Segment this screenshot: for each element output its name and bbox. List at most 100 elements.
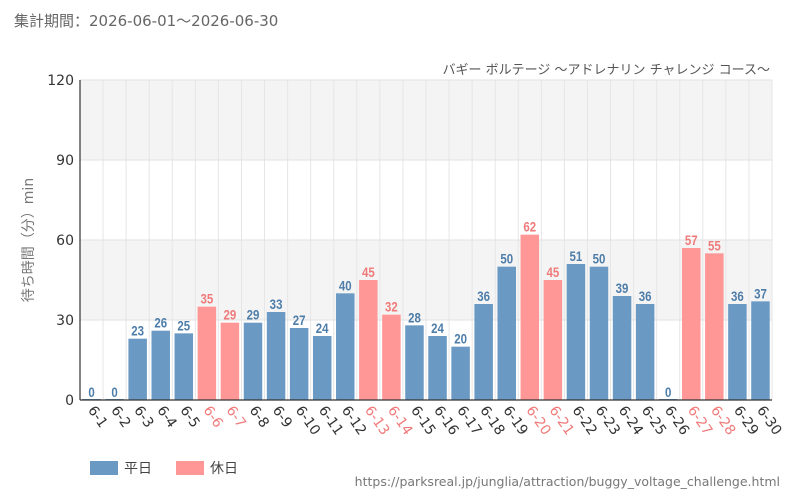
bar <box>289 328 309 400</box>
data-label: 29 <box>247 307 260 323</box>
data-label: 32 <box>385 299 398 315</box>
x-tick-label: 6-4 <box>153 403 179 431</box>
data-label: 37 <box>754 285 767 301</box>
x-tick-label: 6-18 <box>476 403 507 438</box>
data-label: 50 <box>500 251 513 267</box>
data-label: 39 <box>616 280 629 296</box>
x-tick-label: 6-29 <box>730 403 761 438</box>
x-tick-label: 6-22 <box>569 403 600 438</box>
data-label: 24 <box>431 320 445 336</box>
data-label: 45 <box>546 264 559 280</box>
x-tick-label: 6-5 <box>177 403 203 431</box>
bar <box>589 266 609 400</box>
bar <box>566 264 586 400</box>
x-tick-label: 6-6 <box>200 403 226 431</box>
bar <box>266 312 286 400</box>
bar <box>428 336 447 400</box>
data-labels: 0 0 23 26 25 35 29 29 33 27 24 40 45 32 28 24 20 36 50 62 45… <box>88 219 767 401</box>
data-label: 55 <box>708 237 721 253</box>
data-label: 33 <box>270 296 283 312</box>
x-tick-label: 6-10 <box>292 403 323 438</box>
x-tick-label: 6-26 <box>661 403 692 438</box>
x-tick-label: 6-7 <box>223 403 249 431</box>
data-label: 51 <box>570 248 583 264</box>
period-label: 集計期間：2026-06-01～2026-06-30 <box>14 12 279 30</box>
x-tick-label: 6-21 <box>546 403 577 438</box>
bar <box>728 304 747 400</box>
y-axis-label: 待ち時間（分）min <box>21 178 37 302</box>
data-label: 62 <box>523 219 536 235</box>
bar <box>405 325 424 400</box>
data-label: 50 <box>593 251 606 267</box>
y-tick-label: 120 <box>47 73 74 89</box>
data-label: 26 <box>154 315 167 331</box>
data-label: 24 <box>316 320 330 336</box>
data-label: 36 <box>477 288 490 304</box>
bars <box>82 234 770 400</box>
y-axis-ticks: 0 30 60 90 120 <box>47 73 74 409</box>
x-tick-label: 6-11 <box>315 403 346 438</box>
x-tick-label: 6-13 <box>361 403 392 438</box>
bar <box>220 322 240 400</box>
y-tick-label: 60 <box>56 233 74 249</box>
data-label: 25 <box>177 317 190 333</box>
x-tick-label: 6-20 <box>523 403 554 438</box>
axes <box>79 80 772 401</box>
data-label: 45 <box>362 264 375 280</box>
data-label: 27 <box>293 312 306 328</box>
data-label: 29 <box>224 307 237 323</box>
bar <box>151 330 170 400</box>
data-label: 20 <box>454 331 467 347</box>
bar <box>174 333 194 400</box>
x-tick-label: 6-9 <box>269 403 295 431</box>
data-label: 0 <box>665 384 671 400</box>
legend-label-holiday: 休日 <box>210 461 238 477</box>
x-tick-label: 6-12 <box>338 403 369 438</box>
bar <box>635 304 655 400</box>
x-tick-label: 6-17 <box>453 403 484 438</box>
data-label: 35 <box>200 291 213 307</box>
data-label: 0 <box>88 384 94 400</box>
bar <box>682 248 701 400</box>
bar <box>382 314 401 400</box>
x-tick-label: 6-30 <box>753 403 784 438</box>
data-label: 40 <box>339 277 352 293</box>
x-axis-ticks: 6-16-26-36-46-56-66-76-86-96-106-116-126… <box>84 403 784 438</box>
y-tick-label: 30 <box>56 313 74 329</box>
bar <box>751 301 770 400</box>
bar <box>520 234 540 400</box>
data-label: 0 <box>111 384 117 400</box>
x-tick-label: 6-27 <box>684 403 715 438</box>
bar <box>128 338 147 400</box>
data-label: 36 <box>731 288 744 304</box>
legend-holiday: 休日 <box>176 458 238 478</box>
bar <box>451 346 470 400</box>
bar <box>312 336 332 400</box>
x-tick-label: 6-2 <box>107 403 133 431</box>
bar <box>197 306 217 400</box>
bar <box>474 304 493 400</box>
x-tick-label: 6-15 <box>407 403 438 438</box>
x-tick-label: 6-28 <box>707 403 738 438</box>
bar <box>497 266 516 400</box>
y-tick-label: 90 <box>56 153 74 169</box>
chart-title: バギー ボルテージ ～アドレナリン チャレンジ コース～ <box>443 63 771 78</box>
data-label: 57 <box>685 232 698 248</box>
x-tick-label: 6-14 <box>384 403 415 438</box>
x-tick-label: 6-8 <box>246 403 272 431</box>
legend-weekday: 平日 <box>90 458 152 478</box>
x-tick-label: 6-19 <box>499 403 530 438</box>
bar <box>705 253 724 400</box>
x-tick-label: 6-24 <box>615 403 646 438</box>
x-tick-label: 6-23 <box>592 403 623 438</box>
data-label: 23 <box>131 323 144 339</box>
legend-swatch-holiday <box>176 461 204 475</box>
data-label: 36 <box>639 288 652 304</box>
bar <box>243 322 263 400</box>
data-label: 28 <box>408 309 421 325</box>
bar <box>359 280 378 400</box>
x-tick-label: 6-3 <box>130 403 156 431</box>
x-tick-label: 6-25 <box>638 403 669 438</box>
bar <box>612 296 632 400</box>
